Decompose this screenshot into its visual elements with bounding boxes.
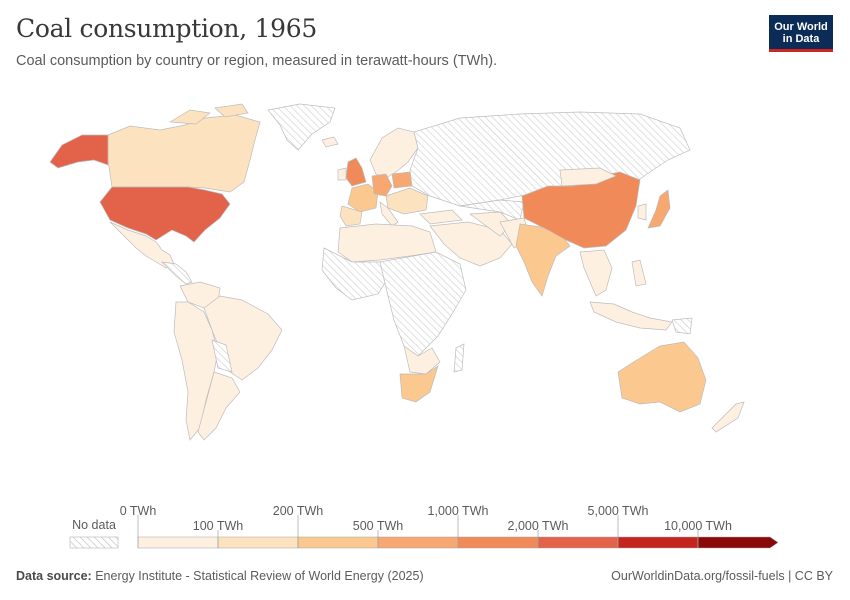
chart-title: Coal consumption, 1965 [16,14,317,43]
legend-bin-7[interactable] [697,536,779,549]
region-spain[interactable] [339,205,363,227]
legend-tick-label-6: 5,000 TWh [588,504,649,518]
logo-line-1: Our World [774,21,828,33]
source-text: Energy Institute - Statistical Review of… [95,569,424,583]
legend: No data 0 TWh 100 TWh 200 TWh 500 TWh 1,000 … [69,504,779,549]
region-argentina[interactable] [197,371,241,441]
region-france[interactable] [347,183,379,213]
region-australia[interactable] [617,341,707,413]
region-iceland[interactable] [321,136,339,148]
legend-tick-label-4: 1,000 TWh [428,504,489,518]
region-canada-islands[interactable] [168,103,249,125]
region-new-guinea[interactable] [671,317,693,335]
region-turkey[interactable] [419,209,463,225]
region-middle-east[interactable] [429,221,513,267]
legend-tick-label-7: 10,000 TWh [664,519,732,533]
no-data-label: No data [72,518,116,532]
region-madagascar[interactable] [453,343,465,373]
logo-line-2: in Data [782,33,820,45]
data-source: Data source: Energy Institute - Statisti… [16,569,424,583]
region-italy[interactable] [379,201,399,227]
region-west-africa[interactable] [321,247,393,301]
chart-subtitle: Coal consumption by country or region, m… [16,53,498,69]
region-germany[interactable] [371,173,393,197]
region-united-states[interactable] [99,186,231,243]
legend-tick-label-5: 2,000 TWh [508,519,569,533]
source-url[interactable]: OurWorldinData.org/fossil-fuels | CC BY [611,569,833,583]
region-greenland[interactable] [267,103,336,151]
legend-tick-label-1: 100 TWh [193,519,244,533]
legend-tick-label-2: 200 TWh [273,504,324,518]
region-ireland[interactable] [337,167,347,181]
region-central-asia[interactable] [459,199,525,221]
legend-bin-5[interactable] [537,536,619,549]
legend-bin-0[interactable] [137,536,219,549]
legend-bin-2[interactable] [297,536,379,549]
region-brazil[interactable] [203,295,283,381]
legend-bin-3[interactable] [377,536,459,549]
owid-logo[interactable]: Our World in Data [769,15,833,52]
region-central-africa[interactable] [379,251,467,357]
region-bolivia-paraguay[interactable] [211,339,233,373]
region-indonesia[interactable] [589,301,673,331]
no-data-swatch [69,536,119,549]
source-label: Data source: [16,569,92,583]
region-poland[interactable] [391,171,413,189]
region-united-kingdom[interactable] [345,157,367,187]
region-japan[interactable] [647,189,671,229]
region-southern-africa[interactable] [403,345,441,375]
region-canada[interactable] [107,114,261,193]
legend-bin-6[interactable] [617,536,699,549]
legend-bin-1[interactable] [217,536,299,549]
region-korea[interactable] [637,203,647,221]
region-south-africa[interactable] [399,365,439,403]
region-mongolia[interactable] [559,167,617,187]
legend-tick-label-3: 500 TWh [353,519,404,533]
legend-tick-label-0: 0 TWh [120,504,157,518]
region-new-zealand[interactable] [711,401,745,433]
region-central-america[interactable] [161,261,193,285]
region-southeast-asia[interactable] [579,249,613,297]
world-map [49,103,745,441]
region-eastern-europe[interactable] [385,187,429,215]
legend-bin-4[interactable] [457,536,539,549]
region-philippines[interactable] [631,259,647,287]
region-alaska[interactable] [49,134,109,169]
